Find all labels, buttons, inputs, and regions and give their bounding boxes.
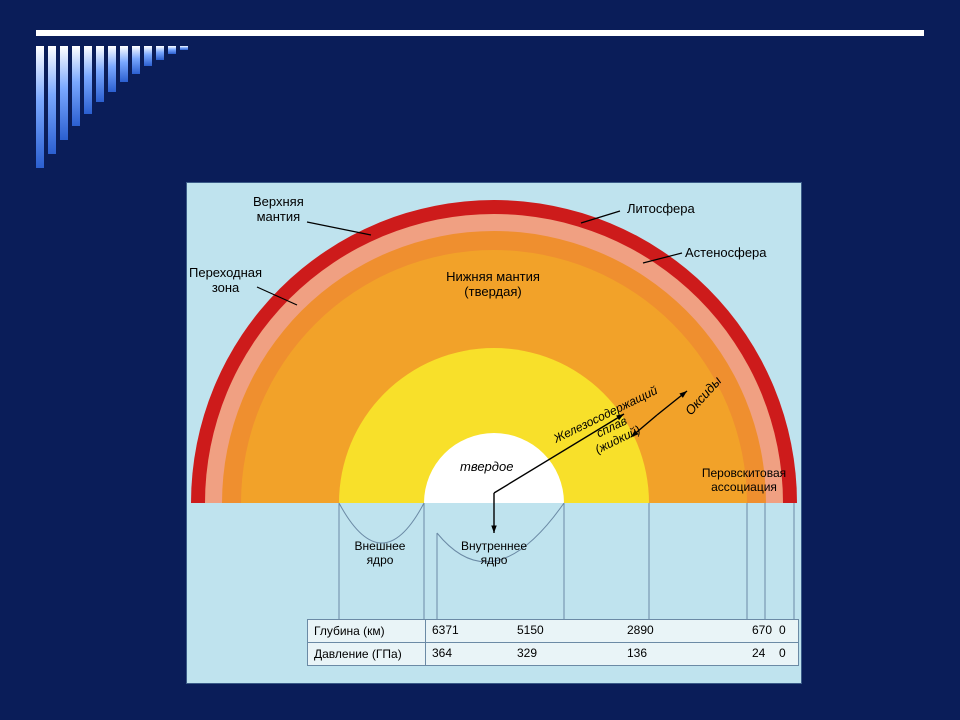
depth-header: Глубина (км) [308,620,426,643]
label-transition-zone: Переходнаязона [189,265,262,295]
label-outer-core: Внешнееядро [345,539,415,567]
decor-bars [36,46,192,168]
depth-pressure-table: Глубина (км) 6371515028906700 Давление (… [307,619,799,666]
label-upper-mantle: Верхняямантия [253,194,304,224]
depth-values: 6371515028906700 [426,620,799,643]
label-asthenosphere: Астеносфера [685,245,767,260]
label-solid: твердое [460,459,513,474]
pressure-header: Давление (ГПа) [308,643,426,666]
label-perovskite: Перовскитоваяассоциация [684,466,802,494]
label-lithosphere: Литосфера [627,201,695,216]
earth-diagram-panel: Верхняямантия Литосфера Астеносфера Пере… [186,182,802,684]
label-lower-mantle: Нижняя мантия(твердая) [433,269,553,299]
table-row: Глубина (км) 6371515028906700 [308,620,799,643]
pressure-values: 364329136240 [426,643,799,666]
header-rule [36,30,924,36]
table-row: Давление (ГПа) 364329136240 [308,643,799,666]
label-inner-core: Внутреннееядро [449,539,539,567]
